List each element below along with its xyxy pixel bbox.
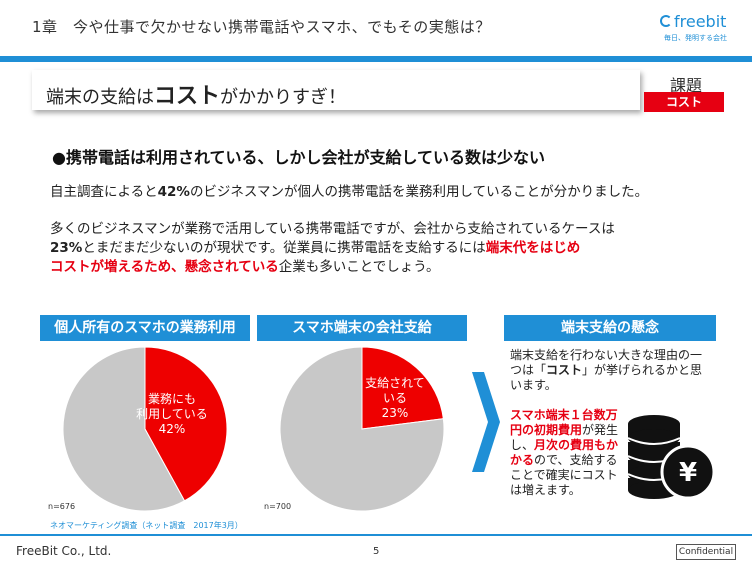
pie-1-label-3: 42% [159,422,186,436]
slide-title: 端末の支給はコストがかかりすぎ！ [46,78,346,110]
concern-text-1: 端末支給を行わない大きな理由の一つは「コスト」が挙げられるかと思います。 [510,348,710,393]
pie-2-label-3: 23% [382,406,409,420]
concern-b: コスト [546,363,583,377]
chart-2-panel: スマホ端末の会社支給 [257,315,467,341]
title-box: 端末の支給はコストがかかりすぎ！ [32,70,640,110]
bullet-heading: ●携帯電話は利用されている、しかし会社が支給している数は少ない [52,148,546,167]
title-emphasis: コスト [154,84,221,109]
issue-badge: コスト [644,92,724,112]
p1-c: のビジネスマンが個人の携帯電話を業務利用していることが分かりました。 [189,184,649,200]
pie-2-slice-1 [361,346,444,430]
concern-title: 端末支給の懸念 [504,315,716,341]
concern-red2: 月次の費用もかかる [510,438,619,467]
p2-percent: 23% [50,240,83,256]
page-number: 5 [373,546,380,557]
paragraph-2: 多くのビジネスマンが業務で活用している携帯電話ですが、会社から支給されているケー… [50,220,615,277]
freebit-logo: freebit 毎日、発明する会社 [660,12,744,44]
concern-a: 端末支給を行わない大きな理由の一つは「 [510,348,703,377]
concern-text-2: スマホ端末１台数万円の初期費用が発生し、月次の費用もかかるので、支給することで確… [510,408,620,498]
p2-line2-text: とまだまだ少ないのが現状です。従業員に携帯電話を支給するには [82,240,486,256]
concern-d: が発生し、 [510,423,619,452]
concern-e: ので、支給することで確実にコストは増えます。 [510,453,618,497]
p2-line2-red: 端末代をはじめ [485,240,581,256]
pie-1-slice-2 [62,346,186,512]
pie-1-slice-1 [144,346,228,502]
chapter-title: 1章 今や仕事で欠かせない携帯電話やスマホ、でもその実態は？ [32,18,491,36]
p2-line1: 多くのビジネスマンが業務で活用している携帯電話ですが、会社から支給されているケー… [50,221,615,237]
chart-1-n: n=676 [48,502,76,511]
footer-company: FreeBit Co., Ltd. [16,544,112,558]
issue-label: 課題 [670,76,703,95]
pie-2-label-2: いる [383,391,407,405]
coins-yen-icon: ¥ [627,415,716,500]
chart-2-n: n=700 [264,502,292,511]
survey-source: ネオマーケティング調査（ネット調査 2017年3月） [50,521,243,530]
right-arrow-icon [472,372,500,472]
confidential-badge: Confidential [676,544,736,560]
paragraph-1: 自主調査によると42%のビジネスマンが個人の携帯電話を業務利用していることが分か… [50,180,648,200]
svg-text:¥: ¥ [679,458,697,488]
footer-divider [0,534,752,536]
chart-1-panel: 個人所有のスマホの業務利用 [40,315,250,341]
logo-mark-icon [660,15,672,27]
p2-line3-text: 企業も多いことでしょう。 [278,259,440,275]
chart-2-title: スマホ端末の会社支給 [257,315,467,341]
p1-percent: 42% [157,184,190,200]
title-suffix: がかかりすぎ！ [220,87,347,108]
logo-word: freebit [674,12,727,31]
chart-1-title: 個人所有のスマホの業務利用 [40,315,250,341]
p2-line3-red: コストが増えるため、懸念されている [50,259,279,275]
logo-tagline: 毎日、発明する会社 [664,34,727,42]
p1-a: 自主調査によると [50,184,158,200]
title-prefix: 端末の支給は [46,87,154,108]
pie-2-slice-2 [279,346,445,512]
pie-1-label-2: 利用している [136,407,208,421]
pie-1-label-1: 業務にも [148,392,196,406]
concern-red1: スマホ端末１台数万円の初期費用 [510,408,618,437]
header-divider [0,56,752,62]
concern-panel: 端末支給の懸念 [504,315,716,341]
pie-2-label-1: 支給されて [365,376,425,390]
concern-c: 」が挙げられるかと思います。 [510,363,703,392]
